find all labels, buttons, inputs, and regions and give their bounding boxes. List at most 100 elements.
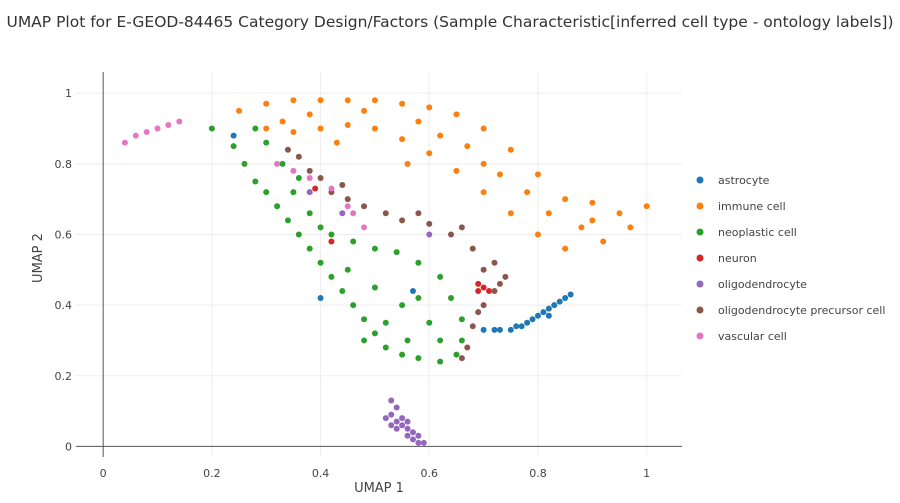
data-point <box>616 210 623 217</box>
data-point <box>344 97 351 104</box>
data-point <box>491 259 498 266</box>
legend-item[interactable]: oligodendrocyte <box>696 278 808 291</box>
series-immune-cell <box>236 97 650 252</box>
data-point <box>562 295 569 302</box>
data-point <box>409 429 416 436</box>
data-point <box>371 284 378 291</box>
data-point <box>263 125 270 132</box>
data-point <box>480 189 487 196</box>
data-point <box>507 326 514 333</box>
data-point <box>361 107 368 114</box>
data-point <box>524 189 531 196</box>
data-point <box>382 415 389 422</box>
data-point <box>306 189 313 196</box>
data-point <box>600 238 607 245</box>
data-point <box>589 199 596 206</box>
data-point <box>551 302 558 309</box>
y-tick-label: 0 <box>65 440 72 453</box>
legend-label: oligodendrocyte <box>718 278 807 291</box>
legend-marker <box>696 228 704 236</box>
data-point <box>458 355 465 362</box>
series-astrocyte <box>230 132 574 333</box>
data-point <box>350 302 357 309</box>
data-point <box>415 355 422 362</box>
data-point <box>295 174 302 181</box>
legend-marker <box>696 176 704 184</box>
y-tick-label: 1 <box>65 87 72 100</box>
x-tick-label: 0.8 <box>529 467 547 480</box>
data-point <box>371 245 378 252</box>
data-point <box>263 189 270 196</box>
data-point <box>306 111 313 118</box>
legend-label: immune cell <box>718 200 786 213</box>
data-point <box>263 139 270 146</box>
data-point <box>165 121 172 128</box>
y-tick-label: 0.6 <box>55 228 73 241</box>
data-point <box>545 312 552 319</box>
data-point <box>382 344 389 351</box>
data-point <box>361 203 368 210</box>
data-point <box>344 196 351 203</box>
legend[interactable]: astrocyte immune cell neoplastic cell neuro… <box>696 174 886 343</box>
data-point <box>404 425 411 432</box>
data-point <box>507 210 514 217</box>
legend-marker <box>696 332 704 340</box>
data-point <box>382 210 389 217</box>
data-point <box>274 203 281 210</box>
data-point <box>121 139 128 146</box>
data-point <box>236 107 243 114</box>
data-point <box>437 132 444 139</box>
data-point <box>507 146 514 153</box>
data-point <box>306 167 313 174</box>
data-point <box>496 280 503 287</box>
data-point <box>290 129 297 136</box>
y-tick-label: 0.2 <box>55 370 73 383</box>
data-point <box>404 160 411 167</box>
data-point <box>415 259 422 266</box>
data-point <box>453 167 460 174</box>
data-point <box>388 411 395 418</box>
data-point <box>306 174 313 181</box>
data-point <box>437 337 444 344</box>
data-point <box>350 210 357 217</box>
data-point <box>317 125 324 132</box>
data-point <box>627 224 634 231</box>
legend-item[interactable]: astrocyte <box>696 174 770 187</box>
data-point <box>279 118 286 125</box>
legend-item[interactable]: neoplastic cell <box>696 226 797 239</box>
data-point <box>274 160 281 167</box>
data-point <box>475 287 482 294</box>
data-point <box>290 189 297 196</box>
tick-labels: 0 0.2 0.4 0.6 0.8 1 0 0.2 0.4 0.6 0.8 1 <box>55 87 651 480</box>
data-point <box>643 203 650 210</box>
data-point <box>426 150 433 157</box>
data-point <box>464 143 471 150</box>
data-point <box>491 326 498 333</box>
data-point <box>328 273 335 280</box>
data-point <box>480 326 487 333</box>
data-point <box>589 217 596 224</box>
legend-label: neoplastic cell <box>718 226 797 239</box>
data-point <box>480 125 487 132</box>
data-point <box>409 287 416 294</box>
legend-item[interactable]: oligodendrocyte precursor cell <box>696 304 886 317</box>
data-point <box>469 245 476 252</box>
data-point <box>393 418 400 425</box>
data-point <box>437 273 444 280</box>
data-point <box>399 217 406 224</box>
data-point <box>415 295 422 302</box>
grid-lines <box>76 72 682 457</box>
data-point <box>524 319 531 326</box>
y-axis-title: UMAP 2 <box>31 233 46 283</box>
data-point <box>475 309 482 316</box>
legend-item[interactable]: neuron <box>696 252 757 265</box>
data-point <box>306 210 313 217</box>
legend-item[interactable]: immune cell <box>696 200 786 213</box>
data-point <box>453 351 460 358</box>
data-point <box>562 196 569 203</box>
legend-label: vascular cell <box>718 330 787 343</box>
series-neuron <box>312 185 493 294</box>
data-point <box>328 185 335 192</box>
legend-item[interactable]: vascular cell <box>696 330 787 343</box>
legend-label: neuron <box>718 252 757 265</box>
